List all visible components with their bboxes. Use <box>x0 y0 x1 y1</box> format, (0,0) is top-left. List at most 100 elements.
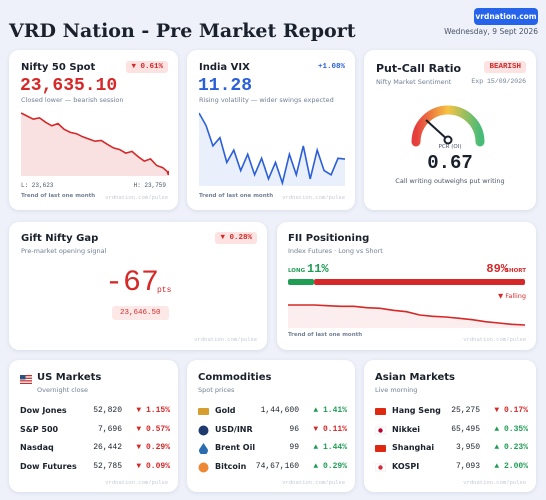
vix-card: India VIX +1.08% 11.28 Rising volatility… <box>187 50 355 210</box>
row-value: 52,785 <box>93 461 122 471</box>
row-value: 25,275 <box>451 406 480 415</box>
subtitle: Overnight close <box>37 386 89 394</box>
row-value: 1,44,600 <box>260 406 299 415</box>
row-change: ▲ 1.44% <box>313 443 347 452</box>
row-change: ▲ 2.00% <box>494 461 528 471</box>
row-icon <box>375 408 386 415</box>
last-point <box>166 170 169 176</box>
short-tag: SHORT <box>505 268 526 274</box>
sparkline-line <box>199 112 345 186</box>
expiry: Exp 15/09/2026 <box>471 78 526 85</box>
row-name: KOSPI <box>392 461 420 471</box>
row-change: ▲ 1.41% <box>313 406 347 415</box>
card-title: Gift Nifty Gap <box>21 233 99 244</box>
long-tag: LONG <box>288 268 306 274</box>
row-value: 99 <box>289 443 299 452</box>
row-value: 26,442 <box>93 443 122 452</box>
table-row: Brent Oil 99 ▲ 1.44% <box>187 440 355 458</box>
gap-unit: pts <box>157 286 172 295</box>
vix-value: 11.28 <box>198 76 253 96</box>
report-date: Wednesday, 9 Sept 2026 <box>444 27 538 36</box>
subtitle: Nifty Market Sentiment <box>376 78 452 86</box>
sparkline <box>288 304 525 328</box>
note: Closed lower — bearish session <box>21 96 124 104</box>
change: +1.08% <box>317 63 345 71</box>
gift-card: Gift Nifty Gap ▼ 0.28% Pre-market openin… <box>9 222 267 350</box>
row-icon <box>375 445 386 452</box>
table-row: Bitcoin 74,67,160 ▲ 0.29% <box>187 459 355 477</box>
us-flag <box>20 375 32 384</box>
row-icon <box>198 425 209 435</box>
short-value: 89% <box>486 262 508 276</box>
row-icon <box>198 408 209 415</box>
page-title: VRD Nation - Pre Market Report <box>9 20 356 42</box>
asia-card: Asian Markets Live morning vrdnation.com… <box>364 360 536 492</box>
row-icon <box>375 463 386 471</box>
icon-shape <box>378 464 383 470</box>
nifty-card: Nifty 50 Spot ▼ 0.61% 23,635.10 Closed l… <box>9 50 178 210</box>
trend-label: Trend of last one month <box>288 332 363 338</box>
card-title: India VIX <box>199 62 250 73</box>
row-name: Dow Jones <box>20 406 67 415</box>
table-row: Dow Jones 52,820 ▼ 1.15% <box>9 403 178 421</box>
watermark: vrdnation.com/pulse <box>105 479 168 486</box>
long-bar <box>288 279 315 285</box>
sparkline-area <box>288 305 525 328</box>
table-row: Shanghai 3,950 ▲ 0.23% <box>364 440 536 458</box>
row-change: ▼ 0.57% <box>136 424 170 434</box>
table-row: Hang Seng 25,275 ▼ 0.17% <box>364 403 536 421</box>
row-value: 7,093 <box>455 461 480 471</box>
watermark: vrdnation.com/pulse <box>105 194 168 201</box>
table-row: Gold 1,44,600 ▲ 1.41% <box>187 403 355 421</box>
subtitle: Pre-market opening signal <box>21 247 107 255</box>
row-change: ▼ 0.29% <box>136 443 170 452</box>
row-icon <box>375 426 386 434</box>
icon-shape <box>199 443 208 454</box>
table-row: KOSPI 7,093 ▲ 2.00% <box>364 459 536 477</box>
row-name: Hang Seng <box>392 406 441 415</box>
icon-shape <box>378 427 383 433</box>
row-name: Nikkei <box>392 424 421 434</box>
row-value: 3,950 <box>455 443 480 452</box>
position-bar <box>288 279 525 285</box>
sparkline-line <box>21 112 169 174</box>
row-change: ▼ 1.15% <box>136 406 170 415</box>
row-name: USD/INR <box>215 424 253 434</box>
icon-shape <box>375 445 386 452</box>
row-value: 52,820 <box>93 406 122 415</box>
status: ▼ Falling <box>498 292 526 300</box>
table-row: Dow Futures 52,785 ▼ 0.09% <box>9 459 178 477</box>
sparkline-line <box>288 304 525 326</box>
gauge-arc <box>411 105 485 147</box>
subtitle: Spot prices <box>198 386 235 394</box>
nifty-value: 23,635.10 <box>20 76 118 96</box>
commodities-card: Commodities Spot prices vrdnation.com/pu… <box>187 360 355 492</box>
site-button[interactable]: vrdnation.com <box>474 8 538 25</box>
row-change: ▼ 0.09% <box>136 461 170 471</box>
short-bar <box>314 279 525 285</box>
row-change: ▼ 0.17% <box>494 406 528 415</box>
card-title: Asian Markets <box>375 372 455 383</box>
row-value: 74,67,160 <box>255 461 299 471</box>
gauge-needle <box>425 119 449 141</box>
trend-label: Trend of last one month <box>21 193 96 199</box>
row-value: 96 <box>289 424 299 434</box>
long-value: 11% <box>307 262 329 276</box>
sparkline-area <box>199 113 345 186</box>
sparkline <box>21 112 169 176</box>
needle-hub <box>443 135 453 145</box>
change-badge: ▼ 0.28% <box>215 232 257 244</box>
row-name: Gold <box>215 406 236 415</box>
watermark: vrdnation.com/pulse <box>282 194 345 201</box>
us-card: US Markets Overnight close vrdnation.com… <box>9 360 178 492</box>
card-title: Put-Call Ratio <box>376 62 462 75</box>
gauge <box>411 105 485 147</box>
card-title: US Markets <box>37 372 102 383</box>
row-value: 7,696 <box>97 424 122 434</box>
icon-shape <box>375 408 386 415</box>
pcr-card: Put-Call Ratio BEARISH Nifty Market Sent… <box>364 50 536 210</box>
table-row: Nikkei 65,495 ▲ 0.35% <box>364 422 536 440</box>
sparkline <box>199 112 345 186</box>
row-icon <box>199 443 208 454</box>
